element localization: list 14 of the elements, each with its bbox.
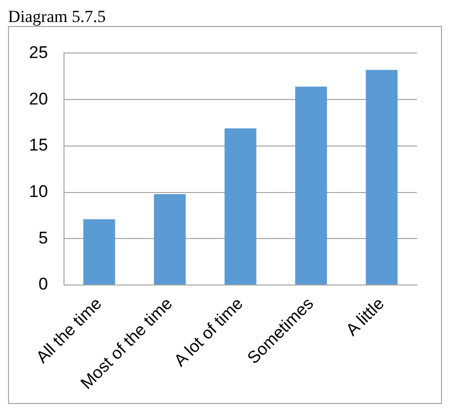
bar — [224, 128, 256, 285]
bar — [366, 70, 398, 285]
x-tick-label: A lot of time — [170, 294, 247, 370]
y-tick-label: 25 — [28, 42, 48, 62]
y-tick-label: 20 — [28, 89, 48, 108]
chart-title: Diagram 5.7.5 — [8, 7, 107, 26]
bar — [83, 219, 116, 285]
bar — [154, 194, 186, 285]
y-tick-label: 0 — [38, 274, 48, 294]
y-tick-label: 15 — [28, 136, 48, 155]
y-tick-label: 10 — [28, 182, 48, 202]
y-tick-label: 5 — [38, 228, 48, 248]
bar — [295, 86, 327, 285]
x-tick-label: A little — [342, 294, 388, 340]
